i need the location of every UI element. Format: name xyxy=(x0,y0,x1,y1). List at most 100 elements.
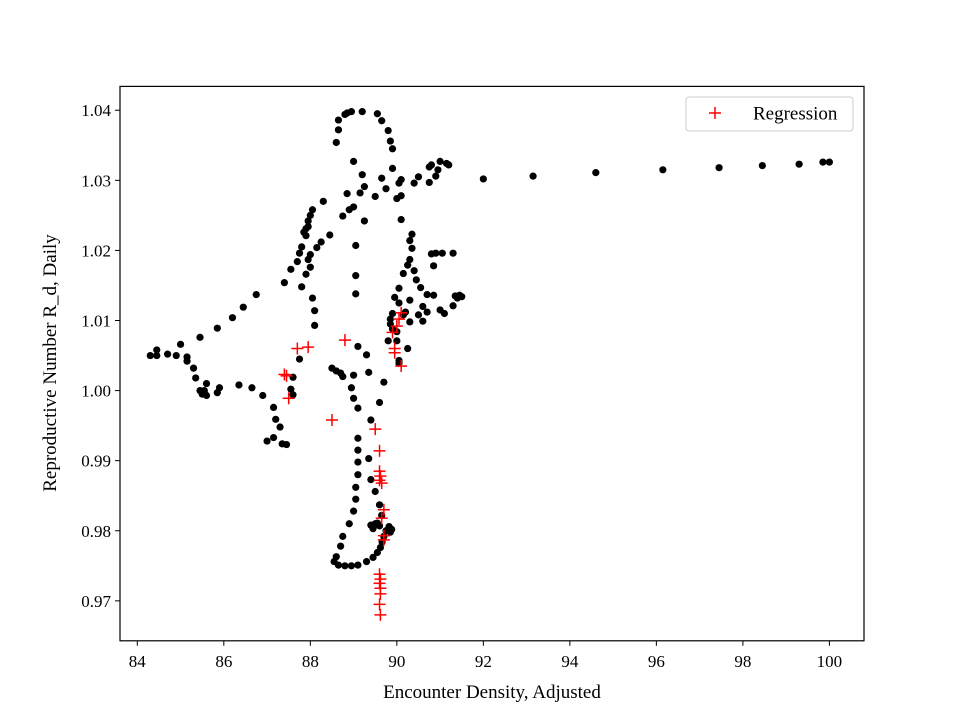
x-tick-label: 98 xyxy=(734,652,751,671)
observed-point xyxy=(354,458,362,466)
observed-point xyxy=(337,542,345,550)
regression-point xyxy=(375,512,388,525)
observed-point xyxy=(306,211,314,219)
observed-point xyxy=(440,309,449,318)
observed-point xyxy=(382,185,390,193)
observed-point xyxy=(384,337,392,345)
observed-point xyxy=(417,283,425,292)
observed-point xyxy=(395,299,403,307)
observed-point xyxy=(349,394,358,402)
observed-point xyxy=(280,279,288,287)
observed-point xyxy=(406,236,414,245)
observed-point xyxy=(228,314,237,322)
observed-point xyxy=(659,166,667,174)
observed-point xyxy=(272,415,280,423)
observed-point xyxy=(395,284,403,292)
observed-point xyxy=(304,217,312,225)
observed-point xyxy=(282,440,291,449)
observed-point xyxy=(795,160,803,168)
observed-point xyxy=(819,158,827,166)
y-axis-label: Reproductive Number R_d, Daily xyxy=(40,234,61,492)
observed-point xyxy=(367,475,375,484)
observed-point xyxy=(189,364,198,372)
legend: Regression xyxy=(685,96,854,132)
observed-point xyxy=(298,283,306,291)
observed-point xyxy=(349,507,358,515)
observed-point xyxy=(380,378,388,386)
regression-point xyxy=(373,577,386,590)
data-marks xyxy=(146,108,833,621)
observed-point xyxy=(153,346,161,354)
regression-point xyxy=(369,423,382,436)
observed-point xyxy=(419,317,427,325)
observed-point xyxy=(404,344,412,353)
observed-point xyxy=(388,145,397,153)
regression-point xyxy=(282,392,295,405)
observed-point xyxy=(758,162,766,170)
observed-point xyxy=(213,324,221,332)
observed-point xyxy=(339,212,347,220)
observed-point xyxy=(362,558,371,566)
observed-point xyxy=(276,423,284,431)
observed-point xyxy=(362,351,371,359)
observed-point xyxy=(269,433,278,442)
observed-point xyxy=(308,294,317,302)
x-tick-label: 88 xyxy=(302,652,319,671)
observed-point xyxy=(339,532,347,540)
observed-point xyxy=(825,158,833,166)
x-tick-label: 92 xyxy=(475,652,492,671)
observed-point xyxy=(334,126,343,134)
observed-point xyxy=(192,374,200,382)
observed-point xyxy=(308,206,317,214)
observed-point xyxy=(386,528,394,536)
observed-point xyxy=(354,342,362,351)
regression-point xyxy=(377,533,390,546)
observed-point xyxy=(295,249,304,257)
observed-point xyxy=(430,291,438,299)
observed-point xyxy=(479,175,487,183)
observed-point xyxy=(347,108,356,116)
observed-point xyxy=(252,290,260,299)
y-tick-label: 1.01 xyxy=(81,311,111,330)
observed-point xyxy=(375,501,384,509)
observed-point xyxy=(406,318,414,326)
observed-point xyxy=(369,553,377,561)
regression-point xyxy=(395,360,408,373)
observed-point xyxy=(172,351,180,360)
observed-point xyxy=(341,562,349,570)
observed-point xyxy=(347,384,356,392)
observed-point xyxy=(449,302,457,310)
observed-point xyxy=(386,137,394,145)
y-tick-label: 1.02 xyxy=(81,241,111,260)
observed-point xyxy=(153,351,161,360)
observed-point xyxy=(373,519,381,527)
regression-point xyxy=(393,313,405,326)
observed-point xyxy=(248,384,256,392)
observed-point xyxy=(215,384,224,392)
observed-point xyxy=(319,197,327,205)
observed-point xyxy=(412,276,420,284)
observed-point xyxy=(425,178,433,187)
observed-point xyxy=(397,192,405,200)
regression-point xyxy=(377,503,390,516)
observed-point xyxy=(408,244,416,252)
observed-point xyxy=(339,372,347,381)
observed-point xyxy=(715,164,723,172)
x-tick-label: 100 xyxy=(817,652,843,671)
x-tick-label: 96 xyxy=(648,652,665,671)
observed-point xyxy=(397,215,405,224)
legend-marker-regression xyxy=(709,107,721,119)
observed-point xyxy=(445,161,453,169)
observed-point xyxy=(458,293,466,301)
observed-point xyxy=(352,483,360,491)
observed-point xyxy=(354,561,362,569)
observed-point xyxy=(414,311,423,319)
observed-point xyxy=(298,243,306,251)
observed-point xyxy=(406,296,414,304)
observed-point xyxy=(406,255,414,264)
observed-point xyxy=(397,176,405,184)
observed-point xyxy=(295,355,304,363)
observed-point xyxy=(317,238,325,246)
observed-point xyxy=(592,169,600,177)
observed-point xyxy=(360,183,368,191)
